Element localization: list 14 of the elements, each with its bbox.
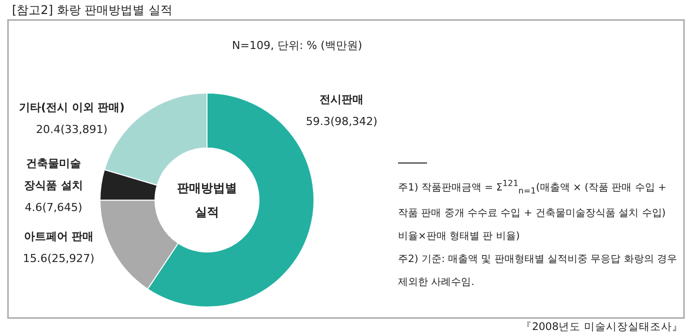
text: 판매방법별 실적 bbox=[176, 180, 238, 221]
chart-subtitle: N=109, 단위: % (백만원) bbox=[232, 38, 362, 53]
data-label: 4.6(7,645) bbox=[24, 200, 84, 216]
slice-label: 전시판매 bbox=[318, 92, 365, 108]
slice-label: 기타(전시 이외 판매) bbox=[18, 100, 126, 116]
slice-label: 건축물미술 장식품 설치 bbox=[23, 156, 84, 194]
slice-label: 아트페어 판매 bbox=[22, 229, 95, 246]
text: 주2) 기준: 매출액 및 판매형태별 실적비중 무응답 화랑의 경우 제외한 사례수임. bbox=[398, 254, 678, 288]
data-label: 59.3(98,342) bbox=[304, 114, 378, 130]
data-label: 20.4(33,891) bbox=[35, 122, 109, 138]
text: 『2008년도 미술시장실태조사』 bbox=[520, 320, 683, 334]
data-label: 15.6(25,927) bbox=[22, 251, 96, 268]
chart-title: [참고2] 화랑 판매방법별 실적 bbox=[12, 2, 172, 19]
text: 주1) 작품판매금액 = Σ$^{121}$$_{n=1}$(매출액 × (작품 판매 수입 + 작품 판매 중개 수수료 수입 + 건축물미술장식품 설치 수입) 비율×판매 형태별 판 비율) bbox=[398, 178, 666, 242]
